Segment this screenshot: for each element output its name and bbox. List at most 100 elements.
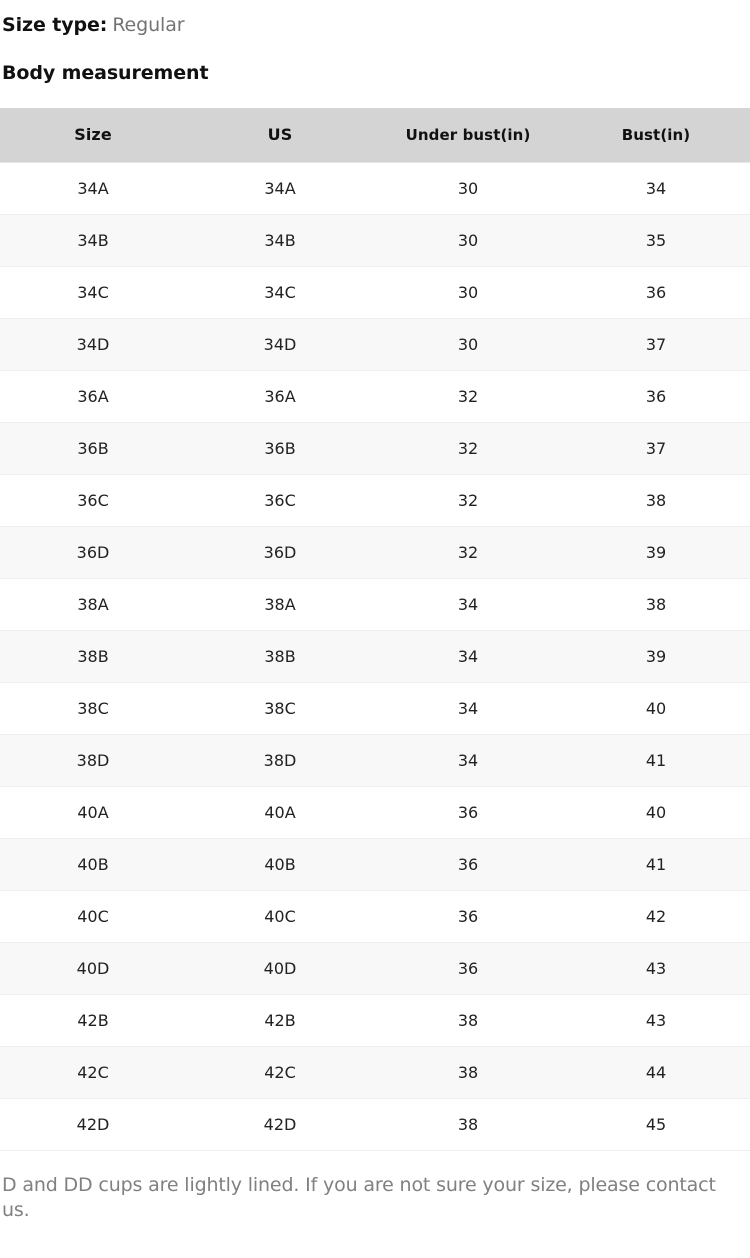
cell-us: 42D <box>186 1097 374 1151</box>
cell-bust: 39 <box>562 525 750 578</box>
cell-size: 36B <box>0 421 186 474</box>
cell-size: 40C <box>0 889 186 942</box>
cell-size: 38A <box>0 577 186 630</box>
cell-bust: 41 <box>562 733 750 786</box>
cell-size: 42B <box>0 993 186 1046</box>
cell-us: 40A <box>186 785 374 838</box>
cell-us: 34A <box>186 161 374 214</box>
cell-under_bust: 34 <box>374 577 562 630</box>
table-row: 36B 36B 32 37 <box>0 421 750 474</box>
cell-under_bust: 32 <box>374 525 562 578</box>
cell-size: 38C <box>0 681 186 734</box>
table-row: 40B 40B 36 41 <box>0 837 750 890</box>
cell-bust: 41 <box>562 837 750 890</box>
cell-bust: 39 <box>562 629 750 682</box>
cell-bust: 38 <box>562 577 750 630</box>
size-note: D and DD cups are lightly lined. If you … <box>2 1173 716 1221</box>
table-row: 38B 38B 34 39 <box>0 629 750 682</box>
cell-size: 40D <box>0 941 186 994</box>
size-table-container: Size US Under bust(in) Bust(in) 34A 34A 30… <box>0 108 750 1151</box>
cell-under_bust: 38 <box>374 1097 562 1151</box>
table-row: 42B 42B 38 43 <box>0 993 750 1046</box>
cell-size: 34A <box>0 161 186 214</box>
cell-bust: 43 <box>562 993 750 1046</box>
table-row: 40A 40A 36 40 <box>0 785 750 838</box>
table-row: 34D 34D 30 37 <box>0 317 750 370</box>
cell-under_bust: 38 <box>374 993 562 1046</box>
table-row: 34A 34A 30 34 <box>0 161 750 214</box>
cell-size: 36D <box>0 525 186 578</box>
cell-size: 42C <box>0 1045 186 1098</box>
cell-under_bust: 36 <box>374 837 562 890</box>
cell-bust: 43 <box>562 941 750 994</box>
table-row: 34B 34B 30 35 <box>0 213 750 266</box>
cell-us: 42C <box>186 1045 374 1098</box>
cell-us: 34B <box>186 213 374 266</box>
table-row: 38D 38D 34 41 <box>0 733 750 786</box>
cell-bust: 45 <box>562 1097 750 1151</box>
table-row: 42D 42D 38 45 <box>0 1097 750 1151</box>
cell-under_bust: 30 <box>374 265 562 318</box>
table-body: 34A 34A 30 34 34B 34B 30 35 34C 34C 30 36 34D 34D 30 37… <box>0 161 750 1151</box>
cell-under_bust: 38 <box>374 1045 562 1098</box>
cell-under_bust: 34 <box>374 681 562 734</box>
column-header-under-bust: Under bust(in) <box>374 108 562 162</box>
cell-us: 36D <box>186 525 374 578</box>
cell-bust: 35 <box>562 213 750 266</box>
table-row: 34C 34C 30 36 <box>0 265 750 318</box>
cell-under_bust: 36 <box>374 889 562 942</box>
cell-bust: 34 <box>562 161 750 214</box>
cell-size: 36A <box>0 369 186 422</box>
cell-us: 38B <box>186 629 374 682</box>
cell-under_bust: 36 <box>374 941 562 994</box>
cell-under_bust: 30 <box>374 213 562 266</box>
cell-us: 36C <box>186 473 374 526</box>
cell-us: 38A <box>186 577 374 630</box>
cell-bust: 40 <box>562 785 750 838</box>
table-row: 40D 40D 36 43 <box>0 941 750 994</box>
cell-size: 36C <box>0 473 186 526</box>
table-row: 38C 38C 34 40 <box>0 681 750 734</box>
cell-size: 40B <box>0 837 186 890</box>
cell-under_bust: 34 <box>374 629 562 682</box>
cell-under_bust: 36 <box>374 785 562 838</box>
column-header-size: Size <box>0 108 186 162</box>
cell-size: 42D <box>0 1097 186 1151</box>
size-type-label: Size type: <box>2 14 108 36</box>
cell-us: 40B <box>186 837 374 890</box>
cell-size: 34D <box>0 317 186 370</box>
cell-under_bust: 32 <box>374 421 562 474</box>
cell-us: 38C <box>186 681 374 734</box>
size-table: Size US Under bust(in) Bust(in) 34A 34A 30… <box>0 108 750 1151</box>
cell-bust: 40 <box>562 681 750 734</box>
cell-size: 40A <box>0 785 186 838</box>
table-row: 36A 36A 32 36 <box>0 369 750 422</box>
cell-us: 34C <box>186 265 374 318</box>
cell-size: 34B <box>0 213 186 266</box>
cell-bust: 36 <box>562 265 750 318</box>
cell-bust: 37 <box>562 317 750 370</box>
cell-us: 42B <box>186 993 374 1046</box>
cell-size: 38D <box>0 733 186 786</box>
cell-under_bust: 32 <box>374 473 562 526</box>
cell-bust: 42 <box>562 889 750 942</box>
cell-us: 38D <box>186 733 374 786</box>
table-header-row: Size US Under bust(in) Bust(in) <box>0 108 750 162</box>
cell-bust: 38 <box>562 473 750 526</box>
table-row: 38A 38A 34 38 <box>0 577 750 630</box>
size-type-line: Size type: Regular <box>0 0 750 38</box>
size-type-value: Regular <box>112 14 185 36</box>
cell-bust: 36 <box>562 369 750 422</box>
cell-under_bust: 30 <box>374 161 562 214</box>
cell-us: 36B <box>186 421 374 474</box>
cell-under_bust: 32 <box>374 369 562 422</box>
table-row: 40C 40C 36 42 <box>0 889 750 942</box>
column-header-us: US <box>186 108 374 162</box>
table-row: 36C 36C 32 38 <box>0 473 750 526</box>
cell-us: 40D <box>186 941 374 994</box>
cell-us: 40C <box>186 889 374 942</box>
table-row: 36D 36D 32 39 <box>0 525 750 578</box>
section-title-body-measurement: Body measurement <box>2 62 209 84</box>
column-header-bust: Bust(in) <box>562 108 750 162</box>
